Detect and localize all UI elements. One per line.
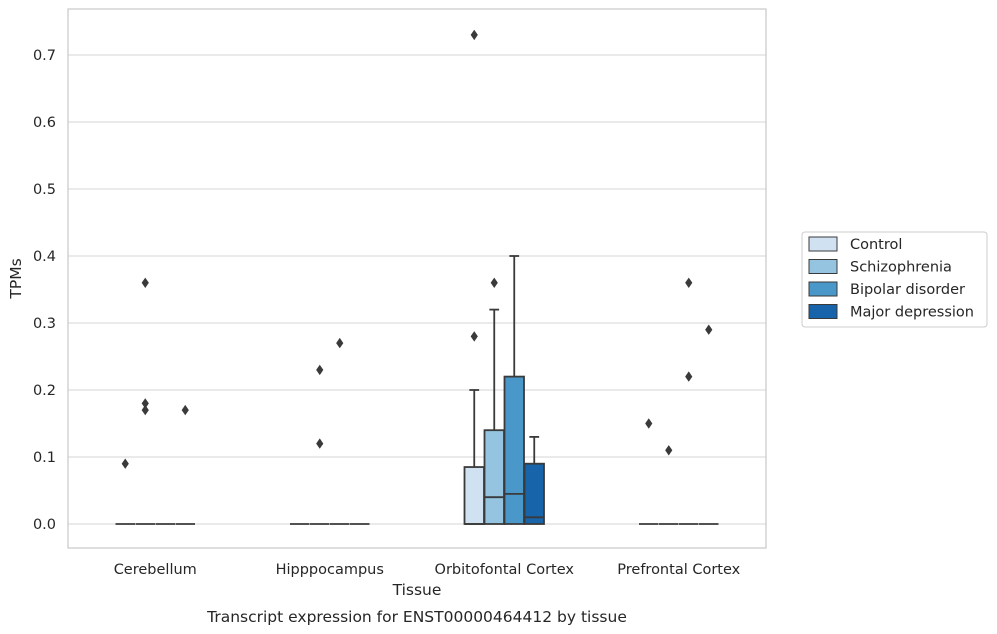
outlier-point [141,277,149,288]
outlier-point [470,29,478,41]
legend-swatch [808,304,838,319]
box-bipolar-disorder [503,255,525,525]
x-tick-label: Hipppocampus [276,562,384,578]
box-schizophrenia [483,308,505,525]
x-tick-label: Cerebellum [114,562,197,578]
legend-swatch [808,259,838,274]
y-tick-label: 0.6 [33,115,56,131]
outlier-points [121,29,713,469]
box-body [523,462,545,525]
boxes [115,255,719,525]
outlier-point [490,277,498,288]
outlier-point [470,331,478,342]
outlier-point [685,371,693,382]
outlier-point [665,445,673,456]
legend-swatch [808,281,838,297]
legend-label: Major depression [850,305,974,321]
x-tick-label: Prefrontal Cortex [617,562,740,578]
outlier-point [685,277,693,288]
y-tick-label: 0.1 [33,450,56,466]
y-axis-label: TPMs [7,258,25,299]
outlier-point [121,458,129,469]
legend-label: Schizophrenia [850,260,952,276]
y-tick-label: 0.0 [33,517,56,533]
legend-swatch [808,236,838,252]
y-tick-label: 0.5 [33,182,56,198]
outlier-point [141,404,149,416]
x-axis-ticks: Cerebellum Hipppocampus Orbitofontal Corte… [114,562,741,578]
box-major-depression [523,435,545,525]
legend-label: Control [850,237,902,253]
legend: Control Schizophrenia Bipolar disorder Majo… [801,231,988,328]
chart-caption: Transcript expression for ENST0000046441… [206,608,627,626]
outlier-point [316,438,324,449]
x-tick-label: Orbitofontal Cortex [435,562,575,578]
x-axis-label: Tissue [392,581,442,599]
box-body [503,375,525,525]
box-body [483,429,505,525]
outlier-point [316,364,324,376]
y-tick-label: 0.3 [33,316,56,332]
grid-lines [68,54,766,525]
y-tick-label: 0.7 [33,48,56,64]
outlier-point [181,404,189,416]
plot-frame [67,8,767,549]
outlier-point [645,418,653,429]
y-tick-label: 0.2 [33,383,56,399]
outlier-point [705,324,713,335]
outlier-point [336,337,344,349]
outlier-point [141,398,149,409]
legend-frame [801,231,988,328]
y-tick-label: 0.4 [33,249,56,265]
box-body [463,466,485,525]
y-axis-ticks: 0.0 0.1 0.2 0.3 0.4 0.5 0.6 0.7 [33,48,56,533]
legend-label: Bipolar disorder [850,282,965,298]
